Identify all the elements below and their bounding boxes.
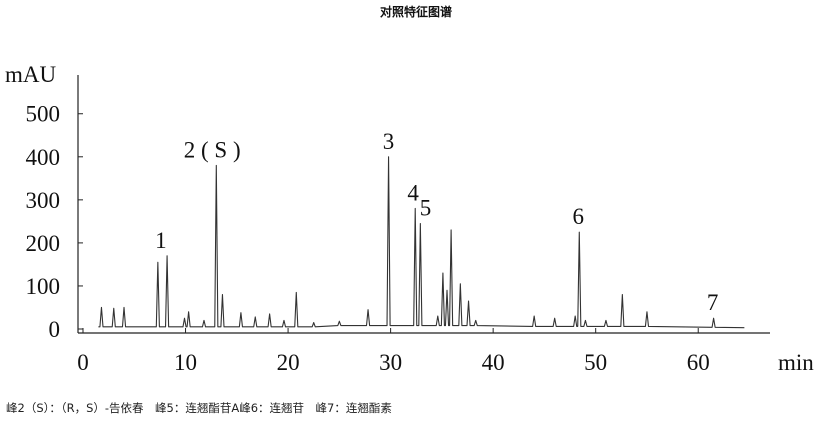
y-tick-label: 300 — [26, 188, 61, 213]
chart-title: 对照特征图谱 — [380, 4, 452, 19]
x-tick-label: 30 — [379, 350, 402, 375]
peak-label: 6 — [573, 204, 585, 229]
y-tick-label: 0 — [49, 317, 61, 342]
y-tick-label: 200 — [26, 231, 61, 256]
x-tick-label: 0 — [77, 350, 89, 375]
x-tick-label: 40 — [482, 350, 505, 375]
peak-label: 1 — [155, 228, 167, 253]
peak-label: 5 — [420, 196, 432, 221]
x-tick-label: 60 — [687, 350, 710, 375]
y-tick-label: 400 — [26, 145, 61, 170]
x-axis-label: min — [778, 350, 814, 375]
peak-label: 4 — [407, 180, 419, 205]
x-tick-label: 50 — [584, 350, 607, 375]
caption: 峰2（S）：（R，S）-告依春 峰5：连翘酯苷A峰6：连翘苷 峰7：连翘酯素 — [6, 401, 392, 415]
chromatogram-line — [98, 156, 745, 329]
peak-label: 3 — [383, 129, 395, 154]
y-tick-label: 500 — [26, 102, 61, 127]
x-tick-label: 10 — [174, 350, 197, 375]
y-axis-label: mAU — [5, 62, 57, 87]
x-tick-label: 20 — [277, 350, 300, 375]
peak-label: 7 — [707, 290, 719, 315]
peak-label: 2 ( S ) — [184, 137, 241, 162]
y-tick-label: 100 — [26, 274, 61, 299]
